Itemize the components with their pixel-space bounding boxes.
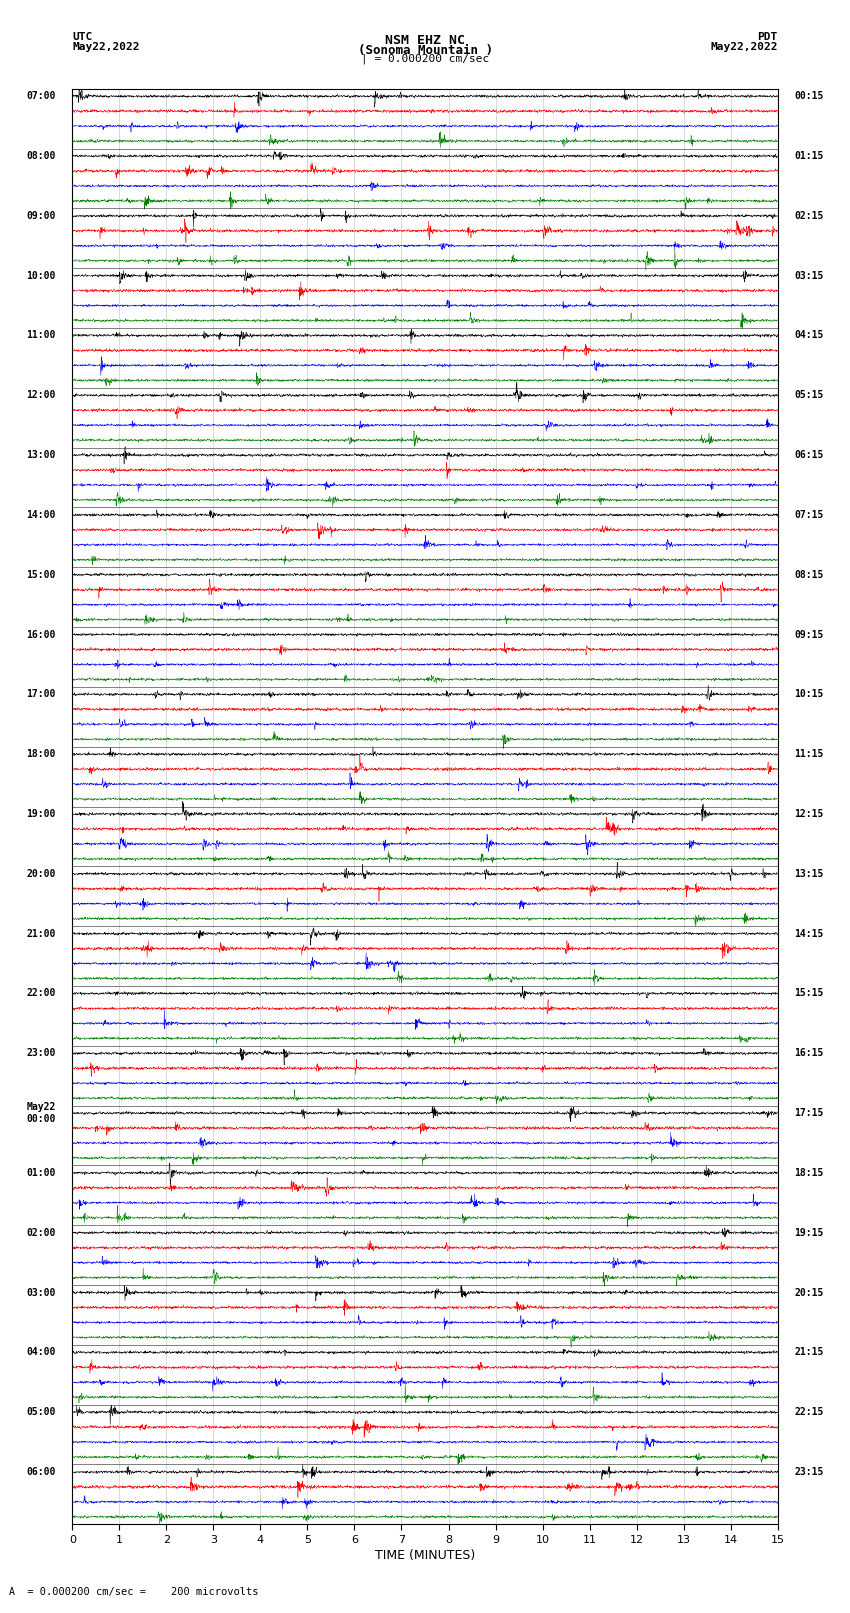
Text: 20:00: 20:00 bbox=[26, 869, 56, 879]
Text: May22,2022: May22,2022 bbox=[72, 42, 139, 52]
Text: 04:15: 04:15 bbox=[794, 331, 824, 340]
Text: (Sonoma Mountain ): (Sonoma Mountain ) bbox=[358, 44, 492, 56]
Text: May22,2022: May22,2022 bbox=[711, 42, 778, 52]
Text: 09:15: 09:15 bbox=[794, 629, 824, 639]
Text: | = 0.000200 cm/sec: | = 0.000200 cm/sec bbox=[361, 53, 489, 65]
Text: 07:00: 07:00 bbox=[26, 92, 56, 102]
Text: 19:15: 19:15 bbox=[794, 1227, 824, 1237]
Text: 18:15: 18:15 bbox=[794, 1168, 824, 1177]
Text: 10:00: 10:00 bbox=[26, 271, 56, 281]
Text: 12:15: 12:15 bbox=[794, 810, 824, 819]
Text: 08:00: 08:00 bbox=[26, 152, 56, 161]
Text: 07:15: 07:15 bbox=[794, 510, 824, 519]
Text: 19:00: 19:00 bbox=[26, 810, 56, 819]
Text: 02:15: 02:15 bbox=[794, 211, 824, 221]
Text: 21:00: 21:00 bbox=[26, 929, 56, 939]
Text: 03:15: 03:15 bbox=[794, 271, 824, 281]
Text: UTC: UTC bbox=[72, 32, 93, 42]
Text: 01:00: 01:00 bbox=[26, 1168, 56, 1177]
Text: 15:00: 15:00 bbox=[26, 569, 56, 579]
Text: 14:15: 14:15 bbox=[794, 929, 824, 939]
Text: 23:00: 23:00 bbox=[26, 1048, 56, 1058]
Text: 21:15: 21:15 bbox=[794, 1347, 824, 1357]
Text: 02:00: 02:00 bbox=[26, 1227, 56, 1237]
Text: 04:00: 04:00 bbox=[26, 1347, 56, 1357]
Text: 18:00: 18:00 bbox=[26, 748, 56, 760]
Text: 11:15: 11:15 bbox=[794, 748, 824, 760]
Text: 23:15: 23:15 bbox=[794, 1466, 824, 1478]
Text: 10:15: 10:15 bbox=[794, 689, 824, 700]
Text: 12:00: 12:00 bbox=[26, 390, 56, 400]
Text: A: A bbox=[8, 1587, 14, 1597]
Text: 16:00: 16:00 bbox=[26, 629, 56, 639]
Text: 17:15: 17:15 bbox=[794, 1108, 824, 1118]
Text: 15:15: 15:15 bbox=[794, 989, 824, 998]
Text: 01:15: 01:15 bbox=[794, 152, 824, 161]
Text: 20:15: 20:15 bbox=[794, 1287, 824, 1297]
Text: 22:00: 22:00 bbox=[26, 989, 56, 998]
Text: 22:15: 22:15 bbox=[794, 1407, 824, 1418]
Text: PDT: PDT bbox=[757, 32, 778, 42]
X-axis label: TIME (MINUTES): TIME (MINUTES) bbox=[375, 1548, 475, 1561]
Text: May22
00:00: May22 00:00 bbox=[26, 1102, 56, 1124]
Text: 05:15: 05:15 bbox=[794, 390, 824, 400]
Text: 13:00: 13:00 bbox=[26, 450, 56, 460]
Text: 13:15: 13:15 bbox=[794, 869, 824, 879]
Text: = 0.000200 cm/sec =    200 microvolts: = 0.000200 cm/sec = 200 microvolts bbox=[21, 1587, 258, 1597]
Text: 05:00: 05:00 bbox=[26, 1407, 56, 1418]
Text: 16:15: 16:15 bbox=[794, 1048, 824, 1058]
Text: 06:00: 06:00 bbox=[26, 1466, 56, 1478]
Text: 06:15: 06:15 bbox=[794, 450, 824, 460]
Text: 17:00: 17:00 bbox=[26, 689, 56, 700]
Text: 03:00: 03:00 bbox=[26, 1287, 56, 1297]
Text: 00:15: 00:15 bbox=[794, 92, 824, 102]
Text: 08:15: 08:15 bbox=[794, 569, 824, 579]
Text: 14:00: 14:00 bbox=[26, 510, 56, 519]
Text: 11:00: 11:00 bbox=[26, 331, 56, 340]
Text: NSM EHZ NC: NSM EHZ NC bbox=[385, 34, 465, 47]
Text: 09:00: 09:00 bbox=[26, 211, 56, 221]
